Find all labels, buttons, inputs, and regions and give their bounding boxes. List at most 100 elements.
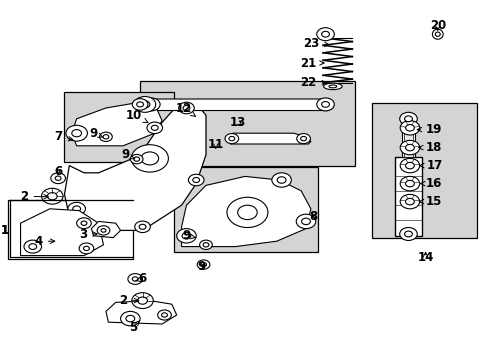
Circle shape (316, 28, 334, 41)
Circle shape (134, 157, 140, 161)
Circle shape (404, 116, 411, 122)
Circle shape (405, 180, 413, 187)
Text: 1: 1 (1, 224, 9, 237)
Circle shape (192, 177, 199, 183)
Circle shape (81, 221, 87, 225)
Text: 3: 3 (79, 228, 97, 240)
Polygon shape (144, 99, 332, 111)
Circle shape (126, 315, 135, 322)
Text: 15: 15 (419, 195, 442, 208)
Circle shape (141, 152, 158, 165)
Bar (401, 121, 414, 157)
Circle shape (132, 99, 147, 110)
Circle shape (183, 105, 189, 111)
Circle shape (131, 145, 168, 172)
Circle shape (73, 206, 81, 212)
Text: 18: 18 (418, 141, 442, 154)
Circle shape (103, 135, 109, 139)
Bar (394, 157, 421, 236)
Circle shape (228, 136, 234, 141)
Ellipse shape (328, 85, 336, 88)
Circle shape (24, 240, 41, 253)
Circle shape (203, 243, 208, 247)
Circle shape (399, 112, 416, 125)
Circle shape (405, 125, 413, 131)
Text: 5: 5 (128, 321, 140, 334)
Circle shape (197, 260, 209, 269)
Text: 9: 9 (197, 260, 205, 273)
Text: 2: 2 (119, 294, 139, 307)
Text: 9: 9 (121, 148, 135, 161)
Circle shape (178, 102, 194, 114)
Circle shape (79, 243, 94, 254)
Circle shape (405, 198, 413, 205)
Circle shape (97, 226, 110, 235)
Text: 6: 6 (135, 273, 146, 285)
Circle shape (399, 176, 419, 191)
Circle shape (301, 218, 310, 225)
Circle shape (224, 134, 238, 144)
Circle shape (132, 293, 153, 309)
Circle shape (399, 228, 416, 240)
Polygon shape (72, 103, 162, 146)
Text: 9: 9 (89, 127, 103, 140)
Circle shape (296, 214, 315, 229)
Polygon shape (371, 103, 476, 238)
Text: 13: 13 (229, 116, 245, 129)
Circle shape (146, 122, 162, 134)
Circle shape (138, 297, 147, 304)
Text: 22: 22 (300, 76, 326, 89)
Text: 7: 7 (55, 130, 73, 143)
Circle shape (200, 262, 206, 267)
Circle shape (271, 173, 291, 187)
Circle shape (321, 31, 329, 37)
Text: 14: 14 (417, 251, 433, 264)
Circle shape (83, 246, 89, 251)
Circle shape (128, 274, 142, 284)
Circle shape (404, 231, 411, 237)
Circle shape (316, 98, 334, 111)
Circle shape (55, 176, 61, 180)
Circle shape (134, 96, 155, 112)
Circle shape (405, 162, 413, 169)
Circle shape (399, 140, 419, 155)
Text: 11: 11 (207, 138, 224, 150)
Circle shape (100, 132, 112, 141)
Circle shape (51, 173, 65, 184)
Circle shape (47, 193, 57, 200)
Text: 10: 10 (125, 109, 147, 122)
Circle shape (399, 158, 419, 173)
Circle shape (68, 202, 85, 215)
Text: 16: 16 (420, 177, 442, 190)
Ellipse shape (434, 32, 439, 36)
Text: 23: 23 (302, 37, 328, 50)
Text: 8: 8 (308, 210, 317, 222)
Polygon shape (181, 176, 310, 247)
Polygon shape (64, 101, 205, 230)
Circle shape (188, 174, 203, 186)
Circle shape (130, 154, 142, 164)
Circle shape (29, 244, 37, 249)
Polygon shape (140, 81, 354, 166)
Text: 2: 2 (20, 190, 48, 203)
Text: 1: 1 (1, 224, 9, 237)
Circle shape (72, 130, 81, 137)
Polygon shape (20, 209, 103, 256)
Bar (403, 124, 412, 157)
Circle shape (161, 313, 167, 317)
Polygon shape (91, 221, 121, 238)
Circle shape (399, 121, 419, 135)
Text: 4: 4 (35, 235, 55, 248)
Polygon shape (64, 92, 174, 162)
Circle shape (147, 102, 155, 107)
Circle shape (277, 177, 285, 183)
Polygon shape (174, 167, 318, 252)
Circle shape (199, 240, 212, 249)
Circle shape (101, 229, 106, 232)
Circle shape (66, 125, 87, 141)
Circle shape (157, 310, 171, 320)
Circle shape (77, 218, 91, 229)
Text: 21: 21 (300, 57, 324, 69)
Circle shape (237, 205, 257, 220)
Text: 9: 9 (182, 229, 196, 242)
